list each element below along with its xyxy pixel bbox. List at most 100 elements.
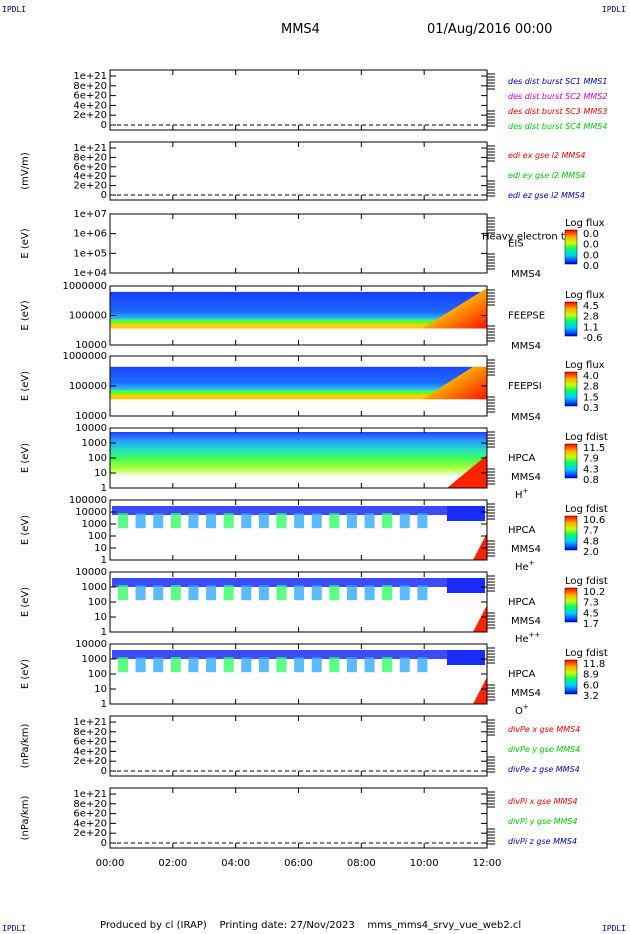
x-tick-label: 08:00 [347, 858, 376, 869]
legend-entry: divPe y gse MMS4 [508, 745, 580, 754]
species-charge: + [523, 487, 529, 495]
colorbar-tick-label: 4.5 [583, 608, 599, 619]
y-tick-label: 0 [101, 190, 107, 201]
spectrogram-patch [276, 585, 287, 601]
legend-entry: des dist burst SC2 MMS2 [508, 92, 607, 101]
y-tick-label: 100 [88, 597, 107, 608]
y-tick-label: 1e+04 [73, 268, 107, 279]
y-tick-label: 2e+20 [73, 181, 107, 192]
instrument-label: HPCA [508, 525, 536, 536]
spectrogram-patch [135, 513, 146, 529]
colorbar-tick-label: 7.3 [583, 598, 599, 609]
spectrogram-hot-region [473, 605, 487, 632]
y-tick-label: 10 [94, 468, 107, 479]
spectrogram-patch [346, 585, 357, 601]
corner-label-top-right: IPDLI [601, 5, 626, 14]
y-tick-label: 0 [101, 120, 107, 131]
panel-p9: 10000 1000 100 10 1 E (eV) HPCA MMS4 O+ Log fdist… [20, 639, 608, 717]
y-tick-label: 1 [101, 555, 107, 566]
spectrogram-patch [417, 585, 428, 601]
colorbar-title: Log flux [565, 290, 605, 301]
spectrogram-patch [118, 513, 128, 529]
spectrogram-hot-region [473, 677, 487, 704]
y-tick-label: 6e+20 [73, 809, 107, 820]
panel-frame [109, 213, 488, 274]
spectrogram-p4 [110, 288, 487, 329]
y-tick-label: 100000 [69, 311, 107, 322]
colorbar-tick-label: 2.0 [583, 547, 599, 558]
species-label: He++ [515, 631, 541, 645]
spectrogram-patch [223, 657, 234, 673]
corner-label-bottom-left: IPDLI [2, 924, 27, 933]
panel-p6: 10000 1000 100 10 1 E (eV) HPCA MMS4 H+ Log fdist… [20, 423, 608, 501]
y-tick-label: 1e+21 [73, 143, 107, 154]
panel-frame [109, 787, 488, 849]
y-tick-label: 100 [88, 669, 107, 680]
colorbar-title: Log fdist [565, 504, 608, 515]
instrument-label: FEEPSI [508, 381, 542, 392]
y-tick-label: 2e+20 [73, 828, 107, 839]
spacecraft-label: MMS4 [511, 544, 541, 555]
panel-frame [109, 141, 488, 201]
x-tick-label: 06:00 [284, 858, 313, 869]
colorbar-tick-label: 0.0 [583, 261, 599, 272]
spectrogram-strip-green [110, 319, 437, 324]
y-tick-label: 10000 [75, 340, 107, 351]
spectrogram-patch [223, 585, 234, 601]
colorbar-tick-label: 6.0 [583, 680, 599, 691]
legend-entry: edi ez gse l2 MMS4 [508, 191, 585, 200]
spectrogram-sparse-top [110, 356, 487, 367]
spectrogram-band [110, 432, 487, 477]
spectrogram-patch [206, 585, 217, 601]
spacecraft-title: MMS4 [281, 22, 320, 37]
colorbar-tick-label: 1.1 [583, 322, 599, 333]
spectrogram-patch [382, 585, 393, 601]
spectrogram-patch [188, 657, 199, 673]
y-tick-label: 10 [94, 543, 107, 554]
spectrogram-patch [188, 513, 199, 529]
spectrogram-patch [364, 585, 375, 601]
legend-entry: divPi x gse MMS4 [508, 797, 578, 806]
colorbar-tick-label: 0.8 [583, 475, 599, 486]
species-label: He+ [515, 559, 535, 573]
spectrogram-patch [153, 657, 164, 673]
spectrogram-patch [311, 513, 322, 529]
y-axis-label: E (eV) [20, 587, 31, 617]
spectrogram-patch [135, 657, 146, 673]
instrument-label: HPCA [508, 669, 536, 680]
spectrogram-patch [399, 585, 410, 601]
colorbar [564, 371, 578, 407]
spectrogram-patch [364, 657, 375, 673]
y-tick-label: 1000 [82, 438, 107, 449]
legend-entry: divPe x gse MMS4 [508, 725, 580, 734]
spectrogram-patch [364, 513, 375, 529]
colorbar-tick-label: 7.7 [583, 526, 599, 537]
spectrogram-patch [153, 513, 164, 529]
colorbar [564, 515, 578, 551]
spectrogram-top-block [447, 578, 485, 593]
spectrogram-patch [382, 657, 393, 673]
species-charge: + [523, 703, 529, 711]
spectrogram-patch [294, 513, 305, 529]
spectrogram-patch [329, 657, 340, 673]
y-tick-label: 1000000 [62, 351, 107, 362]
spectrogram-patch [311, 657, 322, 673]
colorbar-tick-label: 10.6 [583, 515, 605, 526]
spectrogram-hot-region [447, 455, 487, 488]
y-tick-label: 4e+20 [73, 100, 107, 111]
spectrogram-p7 [112, 506, 487, 560]
y-axis-label: E (eV) [20, 659, 31, 689]
species-charge: ++ [529, 631, 541, 639]
spectrogram-patch [241, 585, 252, 601]
spectrogram-patch [206, 513, 217, 529]
colorbar-tick-label: 0.0 [583, 229, 599, 240]
spectrogram-patch [329, 513, 340, 529]
x-tick-label: 10:00 [410, 858, 439, 869]
y-axis-label: E (eV) [20, 443, 31, 473]
colorbar-tick-label: 4.3 [583, 464, 599, 475]
spectrogram-patch [399, 513, 410, 529]
